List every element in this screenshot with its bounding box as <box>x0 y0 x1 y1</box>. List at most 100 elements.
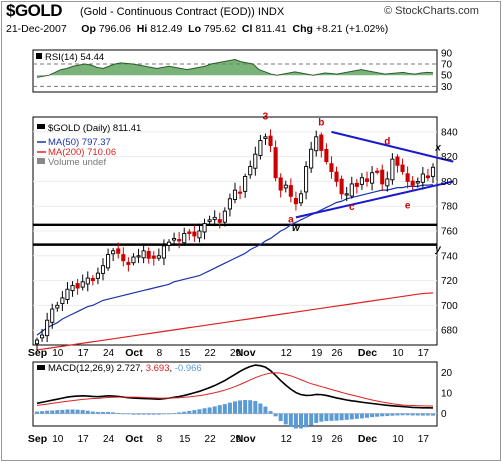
price-candle <box>166 241 172 246</box>
price-tick-label: 720 <box>441 276 458 287</box>
macd-histogram-bar <box>314 413 319 423</box>
x-tick-label: 10 <box>52 434 64 445</box>
price-panel: 3 a b c d e w x y $GOLD (Daily) 811.41 MA(50) 797.… <box>32 111 458 352</box>
price-candle <box>253 153 258 169</box>
macd-tick-label: 10 <box>441 388 453 399</box>
macd-histogram-bar <box>187 410 192 414</box>
hi-label: Hi <box>136 23 148 35</box>
price-candle <box>172 237 177 241</box>
macd-histogram-bar <box>106 411 111 414</box>
price-tick-label: 820 <box>441 152 458 163</box>
macd-histogram-bar <box>70 409 75 414</box>
x-tick-label: 22 <box>205 348 217 359</box>
price-title: $GOLD (Daily) 811.41 <box>48 123 141 134</box>
price-candle <box>430 166 436 177</box>
macd-histogram-bar <box>268 411 273 414</box>
triangle-trendline-lower <box>295 180 454 219</box>
macd-histogram-bar <box>375 413 380 417</box>
x-tick-label: 17 <box>78 434 90 445</box>
macd-histogram-bar <box>415 413 420 416</box>
x-tick-label: 24 <box>103 348 115 359</box>
price-candle <box>70 285 75 292</box>
x-tick-label: 17 <box>78 348 90 359</box>
price-legend-swatch <box>37 124 45 129</box>
price-candle <box>131 256 136 264</box>
macd-histogram-bar <box>425 413 430 416</box>
op-value: 796.06 <box>98 23 131 35</box>
price-candle <box>298 193 304 204</box>
rsi-legend-swatch <box>36 53 42 59</box>
x-tick-label: 10 <box>392 348 404 359</box>
wave-label-w: w <box>292 223 301 234</box>
macd-histogram-bar <box>304 413 309 428</box>
price-candle <box>136 255 141 258</box>
price-candle <box>156 255 161 259</box>
macd-legend-swatch <box>37 365 45 370</box>
wave-label-d: d <box>384 136 390 147</box>
price-candle <box>425 175 430 179</box>
legend-entry: MA(50) 797.37 <box>48 137 111 148</box>
price-candle <box>339 178 344 195</box>
macd-histogram-bar <box>227 402 232 414</box>
price-candle <box>151 255 156 259</box>
x-tick-label: Dec <box>358 347 377 359</box>
macd-plot-area <box>32 361 438 427</box>
triangle-trendline-upper <box>331 130 454 163</box>
price-candle <box>60 297 65 305</box>
wave-label-e: e <box>405 201 411 212</box>
price-candle <box>420 173 425 183</box>
macd-histogram-bar <box>177 412 182 414</box>
macd-histogram-bar <box>334 413 339 421</box>
price-tick-label: 840 <box>441 127 458 138</box>
price-candle <box>106 254 111 269</box>
price-candle <box>370 172 375 184</box>
macd-histogram-bar <box>35 411 39 414</box>
macd-histogram-bar <box>141 413 146 415</box>
price-candle <box>207 219 212 222</box>
macd-histogram-bar <box>146 413 151 415</box>
price-candle <box>248 166 253 176</box>
brand-label[interactable]: © StockCharts.com <box>384 5 479 17</box>
macd-title: MACD(12,26,9) 2.727, 3.693, -0.966 <box>48 363 202 374</box>
legend-entry: MA(200) 710.06 <box>48 147 116 158</box>
x-tick-label: 26 <box>331 434 343 445</box>
macd-histogram-bar <box>380 413 385 417</box>
macd-histogram-bar <box>156 413 161 415</box>
price-candle <box>268 135 273 146</box>
macd-title-part: , <box>169 363 174 374</box>
macd-histogram-bar <box>131 413 136 415</box>
price-candle <box>95 272 100 279</box>
macd-histogram-bar <box>116 412 121 414</box>
macd-histogram-bar <box>101 411 105 414</box>
macd-histogram-bar <box>151 413 156 415</box>
x-tick-label: 12 <box>281 348 293 359</box>
macd-histogram-bar <box>172 412 177 414</box>
macd-histogram-bar <box>85 410 90 414</box>
macd-histogram-bar <box>60 409 65 414</box>
x-tick-label: 8 <box>157 434 163 445</box>
price-tick-label: 780 <box>441 202 458 213</box>
macd-histogram-bar <box>359 413 364 419</box>
macd-title-part: -0.966 <box>175 363 202 374</box>
macd-histogram-bar <box>111 412 116 414</box>
price-candle <box>202 223 207 233</box>
price-candle <box>40 334 45 339</box>
price-candle <box>187 231 192 234</box>
x-tick-label: Nov <box>236 433 256 445</box>
rsi-tick-label: 70 <box>441 60 453 71</box>
chg-label: Chg <box>292 23 313 35</box>
macd-title-part: , <box>140 363 145 374</box>
macd-tick-label: 0 <box>441 409 447 420</box>
price-candle <box>395 156 400 166</box>
macd-histogram-bar <box>349 413 354 420</box>
wave-label-b: b <box>318 118 324 129</box>
macd-histogram-bar <box>233 401 237 414</box>
quote-date: 21-Dec-2007 <box>6 23 67 35</box>
price-candle <box>45 319 50 337</box>
price-candle <box>111 250 116 255</box>
macd-histogram-bar <box>222 404 227 414</box>
chart-description: (Gold - Continuous Contract (EOD)) INDX <box>80 6 285 18</box>
macd-histogram-bar <box>324 413 329 422</box>
price-candle <box>50 308 55 323</box>
macd-histogram-bar <box>197 409 202 414</box>
